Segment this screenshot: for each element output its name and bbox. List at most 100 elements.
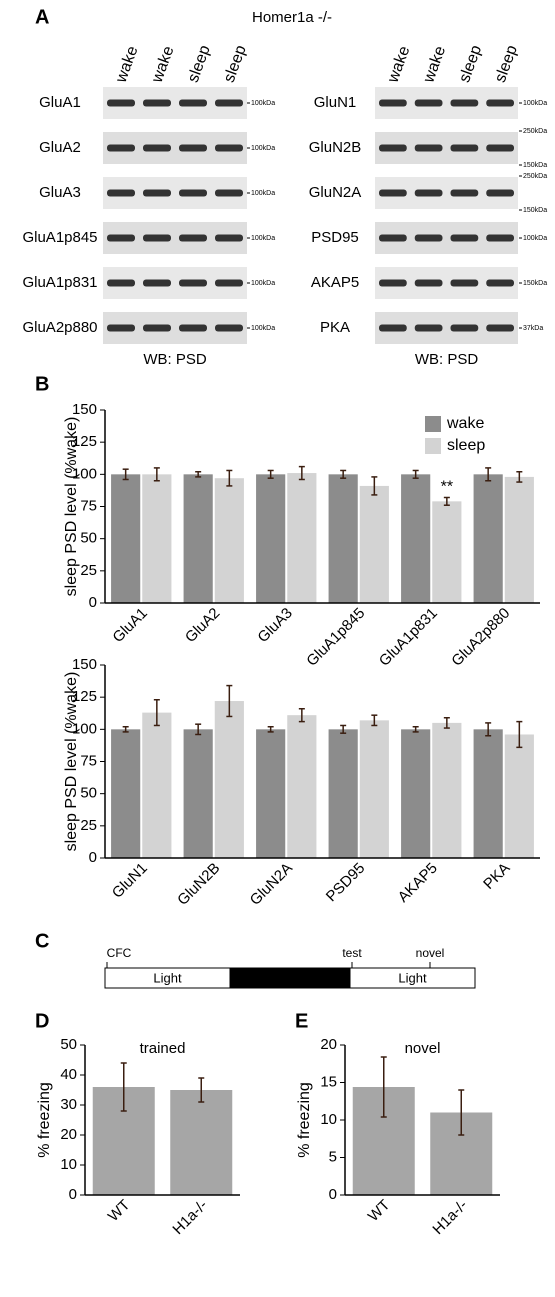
event-label: test [342,946,362,960]
y-tick-label: 75 [80,752,97,769]
blot-band [486,100,514,107]
marker-label: 37kDa [523,325,543,332]
row-label: GluN2B [309,139,362,156]
x-tick-label: GluA1 [109,605,151,647]
y-tick-label: 0 [89,849,97,866]
y-tick-label: 50 [80,785,97,802]
x-tick-label: H1a-/- [429,1197,470,1238]
blot-band [215,100,243,107]
lane-label: wake [112,44,141,86]
y-tick-label: 20 [320,1036,337,1053]
bar [287,473,316,603]
x-tick-label: WT [105,1197,134,1226]
legend-label: wake [446,415,484,432]
blot-band [451,145,479,152]
y-tick-label: 10 [60,1156,77,1173]
blot-band [107,235,135,242]
event-label: CFC [107,946,132,960]
row-label: GluA3 [39,184,81,201]
blot-title: Homer1a -/- [252,9,332,26]
marker-label: 100kDa [523,100,547,107]
marker-label: 150kDa [523,162,547,169]
blot-band [451,100,479,107]
lane-label: wake [420,44,449,86]
blot-band [415,190,443,197]
marker-label: 100kDa [251,325,275,332]
y-tick-label: 50 [80,530,97,547]
blot-band [379,190,407,197]
lane-label: wake [148,44,177,86]
blot-band [179,235,207,242]
marker-label: 150kDa [523,280,547,287]
lane-label: wake [384,44,413,86]
blot-footer: WB: PSD [143,351,207,368]
marker-label: 150kDa [523,207,547,214]
marker-label: 100kDa [251,190,275,197]
blot-band [107,145,135,152]
blot-band [379,235,407,242]
row-label: GluA2p880 [22,319,97,336]
panel-label: E [295,1010,308,1032]
event-label: novel [416,946,445,960]
y-tick-label: 0 [89,594,97,611]
row-label: GluN2A [309,184,362,201]
row-label: PKA [320,319,350,336]
blot-band [379,145,407,152]
phase-label: Light [153,970,182,985]
y-tick-label: 5 [329,1148,337,1165]
figure: Homer1a -/- ABCDEwakewakesleepsleepGluA1… [0,0,555,1297]
blot-band [215,145,243,152]
bar [505,734,534,858]
blot-band [415,235,443,242]
y-tick-label: 0 [69,1186,77,1203]
blot-band [379,100,407,107]
bar [111,729,140,858]
bar [170,1090,232,1195]
y-tick-label: 15 [320,1073,337,1090]
legend-swatch [425,416,441,432]
blot-band [179,190,207,197]
chart-title: novel [405,1040,441,1057]
panel-label: B [35,373,49,395]
blot-band [179,100,207,107]
lane-label: sleep [185,43,214,85]
blot-band [415,100,443,107]
blot-band [143,235,171,242]
bar [215,478,244,603]
marker-label: 100kDa [523,235,547,242]
bar [329,729,358,858]
blot-band [179,145,207,152]
marker-label: 100kDa [251,100,275,107]
blot-band [451,235,479,242]
bar [111,474,140,603]
blot-band [451,325,479,332]
bar [287,715,316,858]
y-tick-label: 40 [60,1066,77,1083]
y-tick-label: 0 [329,1186,337,1203]
y-tick-label: 30 [60,1096,77,1113]
row-label: GluN1 [314,94,357,111]
y-tick-label: 25 [80,817,97,834]
marker-label: 100kDa [251,145,275,152]
x-tick-label: H1a-/- [169,1197,210,1238]
row-label: GluA1p831 [22,274,97,291]
blot-band [486,235,514,242]
bar [215,701,244,858]
blot-band [486,190,514,197]
phase-label: Dark [276,970,304,985]
row-label: GluA2 [39,139,81,156]
blot-band [415,145,443,152]
bar [474,729,503,858]
bar [360,486,389,603]
y-axis-label: % freezing [36,1082,53,1158]
bar [360,720,389,858]
panel-label: D [35,1010,49,1032]
lane-label: sleep [492,43,521,85]
x-tick-label: PKA [480,860,513,893]
y-tick-label: 50 [60,1036,77,1053]
panel-label: A [35,6,49,28]
y-axis-label: sleep PSD level (%wake) [63,672,80,852]
blot-band [379,325,407,332]
x-tick-label: GluN2B [174,860,223,909]
x-tick-label: AKAP5 [395,860,441,906]
